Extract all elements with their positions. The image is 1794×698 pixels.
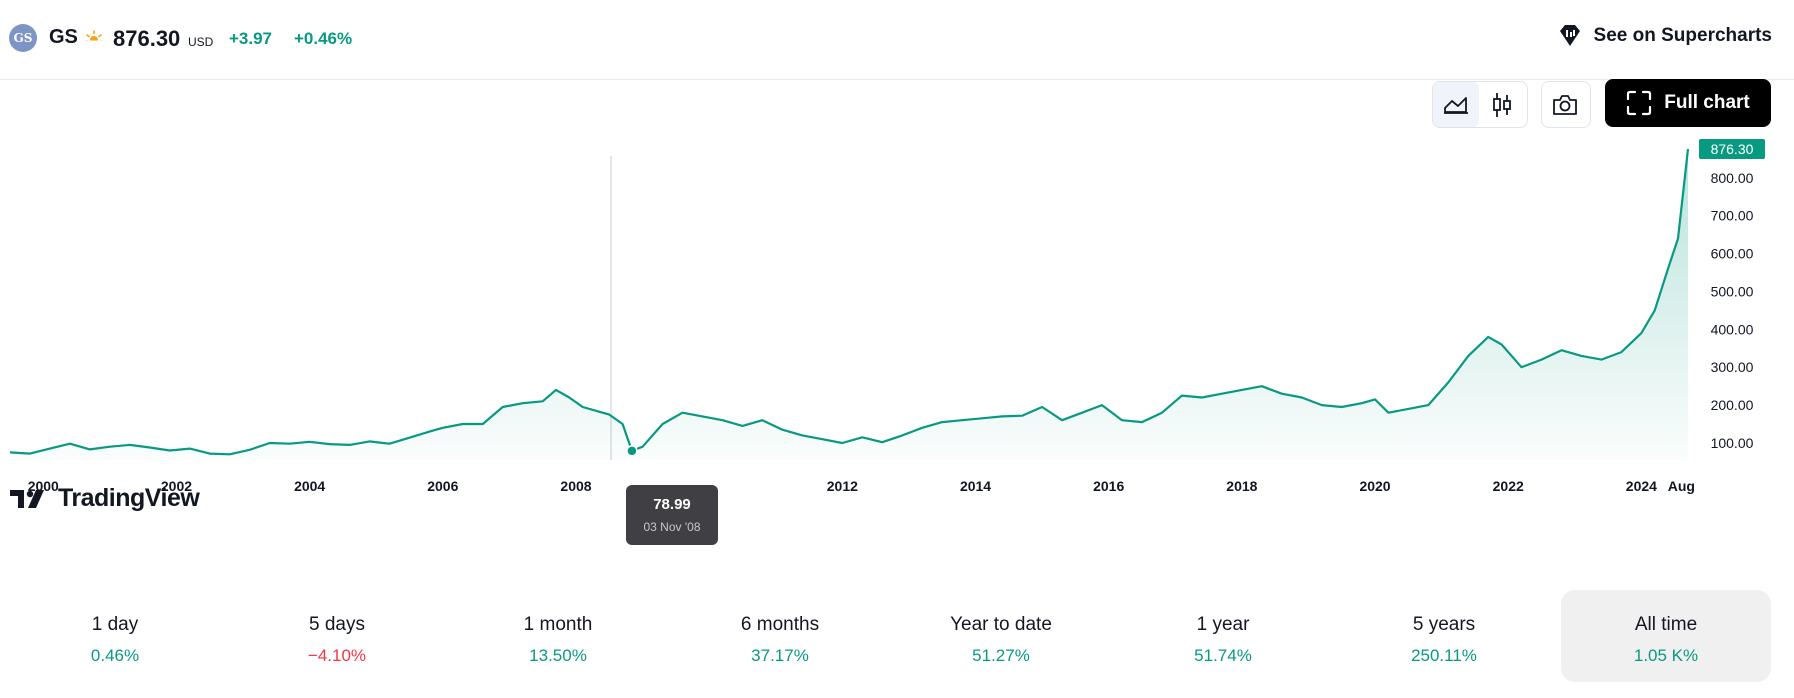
full-chart-button[interactable]: Full chart [1605, 79, 1771, 127]
company-logo: GS [9, 24, 37, 52]
line-chart-button[interactable] [1433, 82, 1479, 127]
price-line [9, 148, 1690, 456]
market-session-sun-icon [85, 30, 103, 46]
x-tick-label: 2018 [1226, 478, 1257, 494]
tradingview-watermark[interactable]: TradingView [10, 484, 200, 513]
price-chart[interactable]: 100.00 200.00 300.00 400.00 500.00 600.00 700.… [0, 130, 1794, 550]
period-label: 6 months [740, 614, 820, 635]
period-label: 1 month [523, 614, 593, 635]
tradingview-logo-icon [10, 489, 44, 508]
x-tick-label: Aug [1668, 478, 1695, 494]
x-tick-label: 2024 [1626, 478, 1657, 494]
x-tick-label: 2020 [1359, 478, 1390, 494]
y-tick-label: 600.00 [1711, 246, 1754, 262]
period-tab[interactable]: 5 years 250.11% [1339, 590, 1549, 682]
x-tick-label: 2004 [294, 478, 325, 494]
symbol-header: GS GS 876.30 USD +3.97 +0.46% See on Sup… [0, 0, 1794, 80]
y-tick-label: 100.00 [1711, 435, 1754, 451]
fullscreen-icon [1627, 90, 1652, 116]
period-label: 1 year [1196, 614, 1250, 635]
tooltip-value: 78.99 [653, 496, 691, 513]
x-tick-label: 2022 [1493, 478, 1524, 494]
candles-icon [1493, 92, 1511, 117]
period-label: Year to date [950, 614, 1052, 635]
y-tick-label: 200.00 [1711, 397, 1754, 413]
y-tick-label: 500.00 [1711, 283, 1754, 299]
full-chart-label: Full chart [1664, 92, 1750, 113]
period-change-value: 51.74% [1194, 646, 1252, 665]
period-tab[interactable]: Year to date 51.27% [896, 590, 1106, 682]
price-change-percent: +0.46% [294, 29, 353, 48]
period-tab[interactable]: 6 months 37.17% [675, 590, 885, 682]
x-tick-label: 2012 [827, 478, 858, 494]
period-change-value: −4.10% [307, 646, 367, 665]
crosshair-tooltip: 78.99 03 Nov '08 [626, 485, 718, 545]
crosshair-point [626, 445, 638, 457]
period-tab[interactable]: All time 1.05 K% [1561, 590, 1771, 682]
y-tick-label: 800.00 [1711, 170, 1754, 186]
price-change-absolute: +3.97 [229, 29, 273, 48]
period-label: 5 years [1412, 614, 1476, 635]
price-area-fill [10, 149, 1688, 460]
period-change-value: 250.11% [1411, 646, 1477, 665]
see-on-supercharts-link[interactable]: See on Supercharts [1556, 22, 1772, 50]
x-tick-label: 2006 [427, 478, 458, 494]
x-tick-label: 2014 [960, 478, 991, 494]
x-tick-label: 2000 [28, 478, 59, 494]
supercharts-label: See on Supercharts [1593, 25, 1772, 46]
x-tick-label: 2002 [161, 478, 192, 494]
period-change-value: 0.46% [90, 646, 140, 665]
y-tick-label: 700.00 [1711, 208, 1754, 224]
period-label: 1 day [91, 614, 139, 635]
snapshot-group [1541, 81, 1591, 128]
period-tab[interactable]: 1 day 0.46% [10, 590, 220, 682]
last-price: 876.30 [113, 26, 181, 51]
period-change-value: 37.17% [751, 646, 809, 665]
supercharts-icon [1559, 25, 1580, 46]
period-tab[interactable]: 1 month 13.50% [453, 590, 663, 682]
line-chart-icon [1444, 96, 1468, 114]
period-change-value: 13.50% [529, 646, 587, 665]
period-change-value: 1.05 K% [1633, 646, 1699, 665]
period-label: All time [1634, 614, 1698, 635]
period-label: 5 days [309, 614, 365, 635]
snapshot-button[interactable] [1542, 82, 1588, 127]
camera-icon [1553, 94, 1577, 115]
ticker-symbol[interactable]: GS [49, 26, 78, 48]
period-performance-bar: 1 day 0.46% 5 days −4.10% 1 month 13.50% 6 mon… [0, 590, 1794, 686]
period-change-value: 51.27% [972, 646, 1030, 665]
x-tick-label: 2016 [1093, 478, 1124, 494]
candles-button[interactable] [1479, 82, 1525, 127]
y-tick-label: 300.00 [1711, 359, 1754, 375]
last-price-badge [1699, 138, 1765, 159]
period-tab[interactable]: 5 days −4.10% [232, 590, 442, 682]
tooltip-date: 03 Nov '08 [643, 520, 701, 534]
currency-label: USD [188, 35, 214, 49]
y-tick-label: 400.00 [1711, 321, 1754, 337]
chart-style-toggle [1432, 81, 1528, 128]
last-price-badge-label: 876.30 [1711, 141, 1754, 157]
period-tab[interactable]: 1 year 51.74% [1118, 590, 1328, 682]
x-tick-label: 2008 [560, 478, 591, 494]
tradingview-wordmark: TradingView [58, 484, 200, 512]
